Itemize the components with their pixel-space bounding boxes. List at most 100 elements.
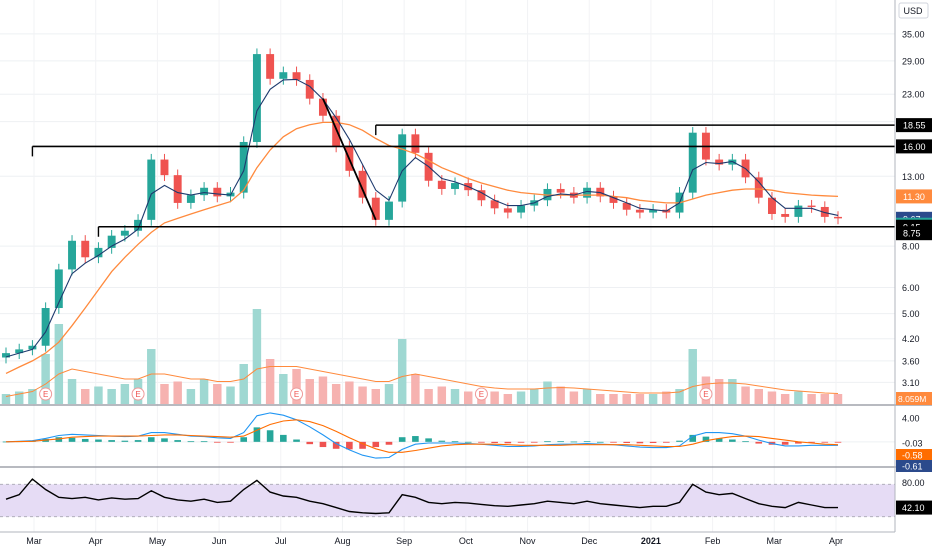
volume-bar: [160, 384, 169, 404]
price-label-box: [896, 226, 932, 241]
candle-body: [200, 187, 209, 196]
candle-body: [107, 235, 116, 248]
volume-bar: [384, 384, 394, 404]
rsi-pane: 80.00 42.10: [5, 478, 932, 515]
candle-body: [68, 240, 76, 270]
volume-bar: [279, 374, 288, 404]
volume-bar: [609, 394, 618, 404]
price-label: 8.75: [903, 229, 921, 239]
macd-histogram-bar: [676, 440, 683, 442]
earnings-marker: [699, 387, 713, 401]
volume-bar: [728, 379, 737, 404]
candle-body: [266, 54, 275, 79]
volume-bar: [450, 389, 460, 404]
volume-bar: [107, 389, 116, 404]
candle-body: [252, 54, 261, 142]
volume-bar: [530, 389, 539, 404]
time-tick-label: 2021: [641, 536, 661, 546]
macd-histogram-bar: [55, 437, 63, 442]
candle-body: [556, 188, 565, 193]
volume-bar: [81, 389, 90, 404]
candle-body: [134, 219, 143, 231]
macd-histogram-bar: [398, 437, 406, 442]
volume-bar: [424, 389, 433, 404]
macd-histogram-bar: [583, 441, 591, 443]
price-tick-label: 6.00: [902, 283, 920, 293]
volume-bar: [516, 391, 526, 404]
volume-bar: [94, 386, 103, 404]
macd-histogram-bar: [293, 439, 300, 442]
candle-body: [385, 201, 393, 220]
macd-histogram-bar: [834, 441, 842, 443]
macd-histogram-bar: [385, 441, 393, 445]
volume-bar: [463, 391, 473, 404]
volume-bar: [780, 394, 790, 404]
macd-value-label: -0.61: [902, 462, 923, 472]
macd-histogram-bar: [412, 436, 419, 442]
earnings-marker-label: E: [294, 390, 299, 399]
volume-bar: [14, 391, 24, 404]
macd-histogram-bar: [715, 438, 723, 442]
currency-badge[interactable]: [898, 2, 929, 19]
candle-body: [292, 72, 301, 80]
macd-histogram-bar: [742, 441, 749, 443]
earnings-marker: [474, 387, 488, 401]
price-label: 18.55: [903, 121, 926, 131]
volume-bar: [147, 349, 156, 404]
macd-histogram-bar: [2, 441, 10, 443]
volume-bar: [331, 384, 341, 404]
volume-bar: [292, 369, 301, 404]
candle-body: [649, 209, 658, 213]
candle-body: [28, 345, 37, 350]
price-label: 11.30: [903, 192, 925, 202]
macd-histogram-bar: [636, 441, 644, 444]
macd-histogram-bar: [821, 441, 829, 443]
price-tick-label: 23.00: [902, 90, 925, 100]
time-axis: Mar Apr May Jun Jul Aug Sep Oct Nov Dec 2021 Feb Mar…: [0, 531, 895, 546]
candle-body: [15, 349, 24, 354]
candle-body: [834, 216, 842, 219]
volume-bar: [28, 389, 37, 404]
candle-body: [768, 197, 776, 214]
price-tick-label: 3.10: [902, 378, 920, 388]
volume-bar: [226, 386, 235, 404]
earnings-marker: [39, 387, 53, 401]
trend-line: [322, 98, 377, 221]
candle-body: [820, 206, 829, 217]
macd-histogram-bar: [596, 441, 604, 443]
volume-bar: [662, 391, 671, 404]
volume-label-box: [896, 392, 932, 405]
macd-histogram-bar: [781, 441, 789, 445]
time-tick-label: Apr: [89, 536, 103, 546]
macd-histogram-bar: [649, 441, 657, 443]
macd-histogram-bar: [266, 430, 274, 442]
earnings-marker-label: E: [703, 390, 708, 399]
macd-histogram-bar: [359, 441, 366, 449]
macd-histogram-bar: [200, 441, 208, 443]
macd-histogram-bar: [702, 436, 710, 442]
candle-body: [715, 159, 724, 165]
macd-line: [5, 412, 838, 459]
macd-histogram-bar: [517, 441, 525, 443]
macd-histogram-bar: [438, 440, 446, 442]
volume-bar: [569, 391, 579, 404]
candle-body: [583, 187, 592, 198]
price-label-box: [896, 189, 932, 204]
volume-bar: [345, 381, 354, 404]
macd-value-label: -0.03: [902, 439, 923, 449]
macd-histogram-bar: [623, 441, 630, 443]
volume-bar: [371, 389, 381, 404]
candle-body: [358, 170, 367, 198]
volume-bar: [820, 394, 830, 404]
volume-bar: [186, 389, 196, 404]
price-tick-label: 8.00: [902, 242, 920, 252]
macd-value-box: [896, 449, 932, 461]
volume-bar: [41, 354, 50, 404]
price-label-box: [896, 118, 932, 133]
volume-bar: [120, 384, 130, 404]
candle-body: [398, 134, 407, 202]
volume-bar: [239, 364, 248, 404]
macd-histogram-bar: [280, 434, 287, 442]
